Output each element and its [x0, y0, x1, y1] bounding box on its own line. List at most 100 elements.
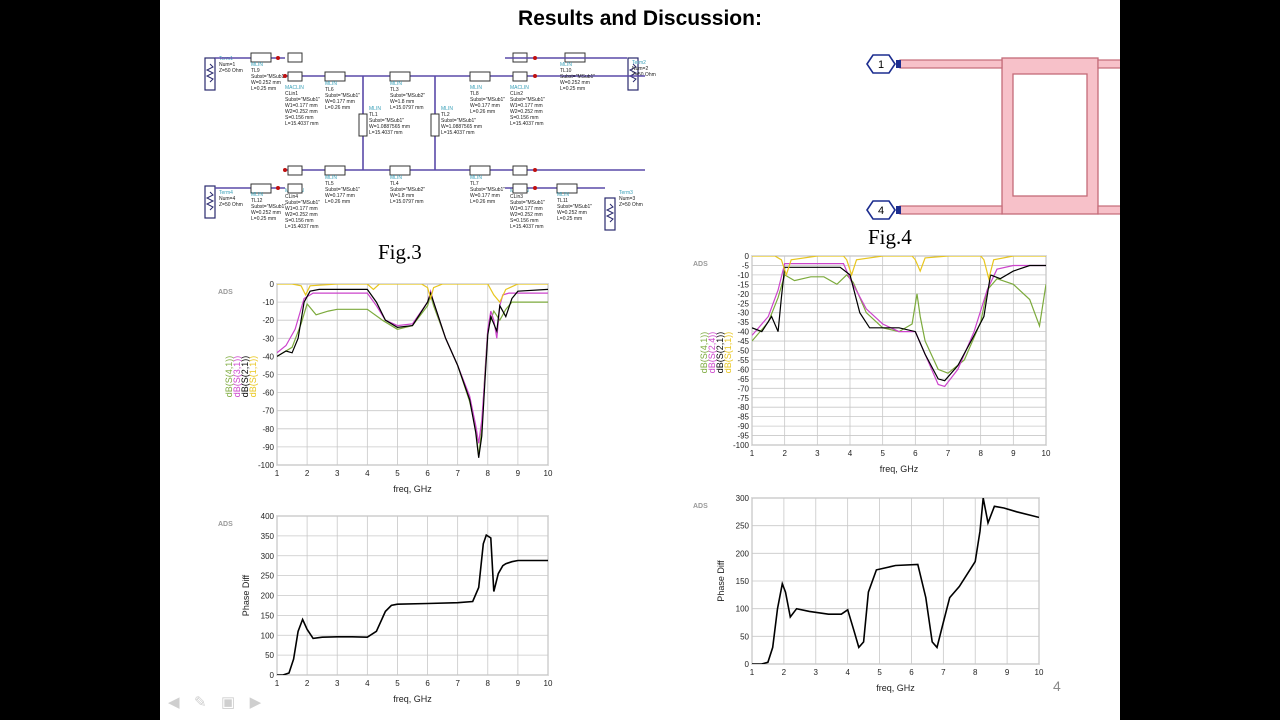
component-label: MLIN [390, 81, 402, 87]
previous-arrow-icon[interactable]: ◀ [168, 694, 180, 711]
component-label: L=0.26 mm [470, 199, 495, 205]
y-tick-label: -70 [262, 407, 274, 416]
component-label: Term4 [219, 190, 233, 196]
component-label: Z=50 Ohm [219, 68, 243, 74]
slides-menu-icon[interactable]: ▣ [221, 694, 236, 711]
y-axis-label: Phase Diff [241, 574, 251, 616]
y-tick-label: -80 [262, 425, 274, 434]
y-tick-label: 350 [261, 532, 275, 541]
y-tick-label: 200 [261, 592, 275, 601]
component-block [512, 183, 528, 194]
component-label: Subst="MSub1" [325, 187, 360, 193]
component-label: TL11 [557, 198, 568, 204]
series-line-4 [752, 256, 1046, 282]
x-axis-label: freq, GHz [876, 683, 915, 693]
x-tick-label: 2 [782, 449, 787, 458]
x-tick-label: 7 [455, 679, 460, 688]
component-label: W=0.252 mm [251, 210, 281, 216]
component-block [512, 165, 528, 176]
series-line-4 [277, 284, 548, 304]
component-label: L=15.4037 mm [285, 121, 319, 127]
series-line-3 [277, 288, 548, 458]
component-label: L=0.25 mm [251, 216, 276, 222]
pin-dot [283, 74, 287, 78]
y-tick-label: 400 [261, 512, 275, 521]
component-label: TL6 [325, 87, 334, 93]
component-label: Subst="MSub2" [390, 187, 425, 193]
port-label: 1 [878, 59, 884, 71]
y-tick-label: 0 [745, 660, 750, 669]
x-axis-label: freq, GHz [393, 694, 432, 704]
component-block [287, 52, 303, 63]
component-block [287, 71, 303, 82]
pin-dot [276, 56, 280, 60]
component-label: Subst="MSub1" [285, 200, 320, 206]
legend-entry: dB(S(1,1)) [723, 332, 733, 374]
component-label: W2=0.252 mm [510, 109, 543, 115]
x-tick-label: 10 [1042, 449, 1051, 458]
y-tick-label: -15 [737, 280, 749, 289]
y-tick-label: -5 [742, 261, 750, 270]
component-label: MLIN [325, 81, 337, 87]
component-label: TL12 [251, 198, 263, 204]
y-tick-label: 100 [261, 631, 275, 640]
legend-entry: dB(S(4,1)) [699, 332, 709, 374]
ring-cutout [1012, 73, 1088, 197]
component-label: Term3 [619, 190, 633, 196]
x-tick-label: 7 [941, 668, 946, 677]
y-tick-label: -55 [737, 356, 749, 365]
component-label: CLin4 [285, 194, 298, 200]
component-block [324, 165, 346, 176]
component-label: Subst="MSub1" [470, 97, 505, 103]
component-label: L=0.26 mm [470, 109, 495, 115]
component-label: CLin2 [510, 91, 523, 97]
component-label: Subst="MSub1" [325, 93, 360, 99]
x-tick-label: 10 [544, 679, 553, 688]
x-tick-label: 4 [845, 668, 850, 677]
component-label: MACLIN [285, 85, 304, 91]
x-tick-label: 9 [516, 679, 521, 688]
component-label: TL2 [441, 112, 450, 118]
x-tick-label: 6 [913, 449, 918, 458]
component-label: TL9 [251, 68, 260, 74]
x-tick-label: 3 [815, 449, 820, 458]
x-tick-label: 7 [946, 449, 951, 458]
component-block [250, 52, 272, 63]
x-tick-label: 9 [516, 469, 521, 478]
component-label: Subst="MSub2" [390, 93, 425, 99]
component-block [512, 71, 528, 82]
component-block [469, 71, 491, 82]
component-label: S=0.156 mm [510, 218, 539, 224]
component-block [389, 71, 411, 82]
x-tick-label: 8 [978, 449, 983, 458]
component-label: TL3 [390, 87, 399, 93]
component-label: MLIN [441, 106, 453, 112]
ads-badge: ADS [218, 521, 233, 528]
slideshow-nav: ◀ ✎ ▣ ▶ [168, 693, 271, 712]
y-tick-label: -50 [737, 347, 749, 356]
series-line-2 [752, 263, 1046, 388]
x-tick-label: 4 [848, 449, 853, 458]
component-label: W=0.252 mm [560, 80, 590, 86]
y-tick-label: 150 [261, 611, 275, 620]
pen-icon[interactable]: ✎ [194, 694, 207, 711]
component-label: W2=0.252 mm [510, 212, 543, 218]
component-label: L=15.4037 mm [441, 130, 475, 136]
x-tick-label: 10 [1035, 668, 1044, 677]
component-label: L=0.25 mm [560, 86, 585, 92]
series-line-1 [277, 533, 548, 675]
component-label: W1=0.177 mm [285, 206, 318, 212]
component-label: W2=0.252 mm [285, 212, 318, 218]
component-label: Subst="MSub1" [470, 187, 505, 193]
x-tick-label: 5 [395, 469, 400, 478]
component-label: Z=50 Ohm [632, 72, 656, 78]
component-block [430, 113, 440, 137]
next-arrow-icon[interactable]: ▶ [249, 694, 262, 711]
x-tick-label: 1 [750, 449, 755, 458]
y-tick-label: 0 [270, 280, 275, 289]
component-label: W=1.0887565 mm [369, 124, 410, 130]
series-line-1 [752, 273, 1046, 374]
resistor-symbol [628, 63, 638, 83]
